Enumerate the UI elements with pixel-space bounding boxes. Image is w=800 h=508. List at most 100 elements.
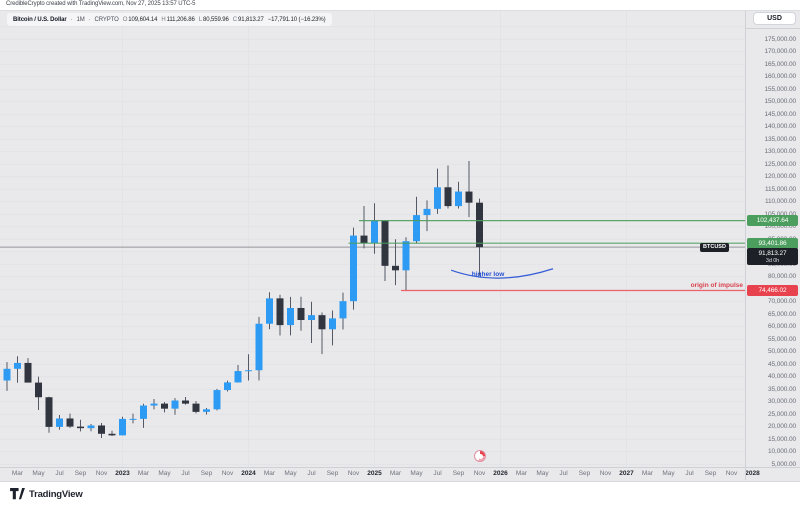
- candle-body[interactable]: [308, 315, 315, 321]
- candle-body[interactable]: [224, 382, 231, 391]
- price-label-upper-level[interactable]: 102,437.64: [747, 215, 798, 227]
- tradingview-logo-text: TradingView: [29, 488, 83, 500]
- candle-body[interactable]: [465, 191, 473, 203]
- candle-body[interactable]: [182, 400, 189, 404]
- candle-body[interactable]: [276, 298, 284, 326]
- origin-of-impulse-annotation[interactable]: origin of impulse: [690, 282, 743, 289]
- price-tick-label: 155,000.00: [764, 85, 796, 93]
- attribution-bar: CredibleCrypto created with TradingView.…: [0, 0, 800, 11]
- candle-body[interactable]: [476, 202, 483, 248]
- candle-body[interactable]: [266, 298, 273, 324]
- candle-body[interactable]: [329, 318, 336, 330]
- time-tick-month: Sep: [200, 470, 213, 477]
- symbol-title[interactable]: Bitcoin / U.S. Dollar: [13, 16, 67, 23]
- candle-body[interactable]: [161, 403, 168, 409]
- candle-body[interactable]: [66, 418, 74, 427]
- last-price-label[interactable]: 91,813.27 3d 0h: [747, 247, 798, 265]
- candle-body[interactable]: [3, 368, 11, 381]
- candle-body[interactable]: [360, 235, 368, 244]
- tradingview-logo[interactable]: TradingView: [10, 488, 83, 500]
- candle-body[interactable]: [413, 215, 420, 242]
- timeline-event-icon[interactable]: [474, 450, 486, 462]
- price-tick-label: 110,000.00: [764, 198, 796, 206]
- currency-toggle-button[interactable]: USD: [753, 12, 796, 25]
- candle-body[interactable]: [402, 241, 410, 271]
- candle-body[interactable]: [455, 191, 462, 207]
- candle-body[interactable]: [35, 382, 42, 398]
- time-tick-month: Nov: [221, 470, 234, 477]
- candle-body[interactable]: [77, 426, 84, 429]
- ohlc-close: C91,813.27: [232, 16, 264, 23]
- candle-body[interactable]: [234, 371, 242, 383]
- candle-body[interactable]: [171, 400, 179, 409]
- candle-body[interactable]: [444, 187, 452, 207]
- candle-body[interactable]: [245, 370, 252, 372]
- chart-pane[interactable]: Bitcoin / U.S. Dollar · 1M · CRYPTO O109…: [0, 10, 745, 467]
- time-axis[interactable]: Mar May Jul Sep Nov 2023 Mar May Jul Sep Nov 2024 Ma…: [0, 467, 800, 481]
- higher-low-arc[interactable]: [450, 268, 554, 279]
- price-tick-label: 140,000.00: [764, 123, 796, 131]
- price-tick-label: 175,000.00: [764, 35, 796, 43]
- candle-body[interactable]: [318, 315, 326, 330]
- candle-body[interactable]: [392, 265, 399, 271]
- time-tick-month: May: [158, 470, 171, 477]
- candle-body[interactable]: [108, 433, 116, 436]
- time-tick-month: Jul: [181, 470, 190, 477]
- timeframe-label[interactable]: 1M: [76, 16, 85, 23]
- price-tick-label: 15,000.00: [767, 435, 796, 443]
- candle-body[interactable]: [255, 323, 263, 371]
- price-tick-label: 5,000.00: [771, 460, 796, 468]
- candle-body[interactable]: [56, 418, 63, 427]
- candle-body[interactable]: [339, 301, 347, 319]
- candle-body[interactable]: [434, 187, 441, 209]
- candle-body[interactable]: [213, 390, 221, 410]
- price-axis[interactable]: 180,000.00175,000.00170,000.00165,000.00…: [746, 10, 800, 468]
- time-tick-month: May: [410, 470, 423, 477]
- candle-body[interactable]: [98, 425, 105, 434]
- higher-low-annotation[interactable]: higher low: [471, 271, 505, 278]
- price-tick-label: 165,000.00: [764, 60, 796, 68]
- time-tick-month: Jul: [559, 470, 568, 477]
- candle-body[interactable]: [14, 362, 21, 369]
- change-value: −17,791.10 (−16.23%): [267, 16, 326, 23]
- price-label-impulse-level[interactable]: 74,466.02: [747, 285, 798, 297]
- price-tick-label: 130,000.00: [764, 148, 796, 156]
- candle-body[interactable]: [140, 405, 147, 419]
- symbol-price-tag[interactable]: BTCUSD: [700, 242, 729, 252]
- price-tick-label: 25,000.00: [767, 410, 796, 418]
- candle-body[interactable]: [350, 235, 357, 302]
- price-tick-label: 55,000.00: [767, 335, 796, 343]
- ohlc-high: H111,206.86: [161, 16, 195, 23]
- candlestick-chart[interactable]: [0, 10, 745, 467]
- candle-body[interactable]: [150, 403, 158, 406]
- time-tick-year: 2026: [493, 470, 508, 477]
- symbol-legend[interactable]: Bitcoin / U.S. Dollar · 1M · CRYPTO O109…: [7, 13, 332, 26]
- ohlc-low: L80,559.96: [198, 16, 229, 23]
- candle-body[interactable]: [203, 409, 210, 412]
- candle-body[interactable]: [119, 418, 126, 436]
- candle-body[interactable]: [24, 362, 32, 383]
- candle-body[interactable]: [45, 397, 53, 427]
- attribution-text: CredibleCrypto created with TradingView.…: [6, 1, 196, 7]
- candle-body[interactable]: [423, 208, 431, 216]
- candle-body[interactable]: [297, 307, 305, 321]
- price-tick-label: 115,000.00: [764, 185, 796, 193]
- price-tick-label: 10,000.00: [767, 448, 796, 456]
- last-price-value: 91,813.27: [758, 249, 787, 257]
- price-label-lower-level[interactable]: 93,401.86: [747, 237, 798, 249]
- time-tick-month: Mar: [263, 470, 276, 477]
- time-tick-month: Mar: [137, 470, 150, 477]
- price-tick-label: 145,000.00: [764, 110, 796, 118]
- time-tick-month: Sep: [704, 470, 717, 477]
- candle-body[interactable]: [192, 403, 200, 412]
- price-tick-label: 65,000.00: [767, 310, 796, 318]
- candle-body[interactable]: [371, 220, 378, 244]
- price-tick-label: 60,000.00: [767, 323, 796, 331]
- candle-body[interactable]: [287, 307, 294, 326]
- time-tick-month: May: [32, 470, 45, 477]
- price-tick-label: 20,000.00: [767, 423, 796, 431]
- bar-countdown: 3d 0h: [765, 257, 780, 264]
- candle-body[interactable]: [87, 425, 95, 429]
- currency-cell: USD: [746, 10, 800, 29]
- candle-body[interactable]: [129, 418, 137, 420]
